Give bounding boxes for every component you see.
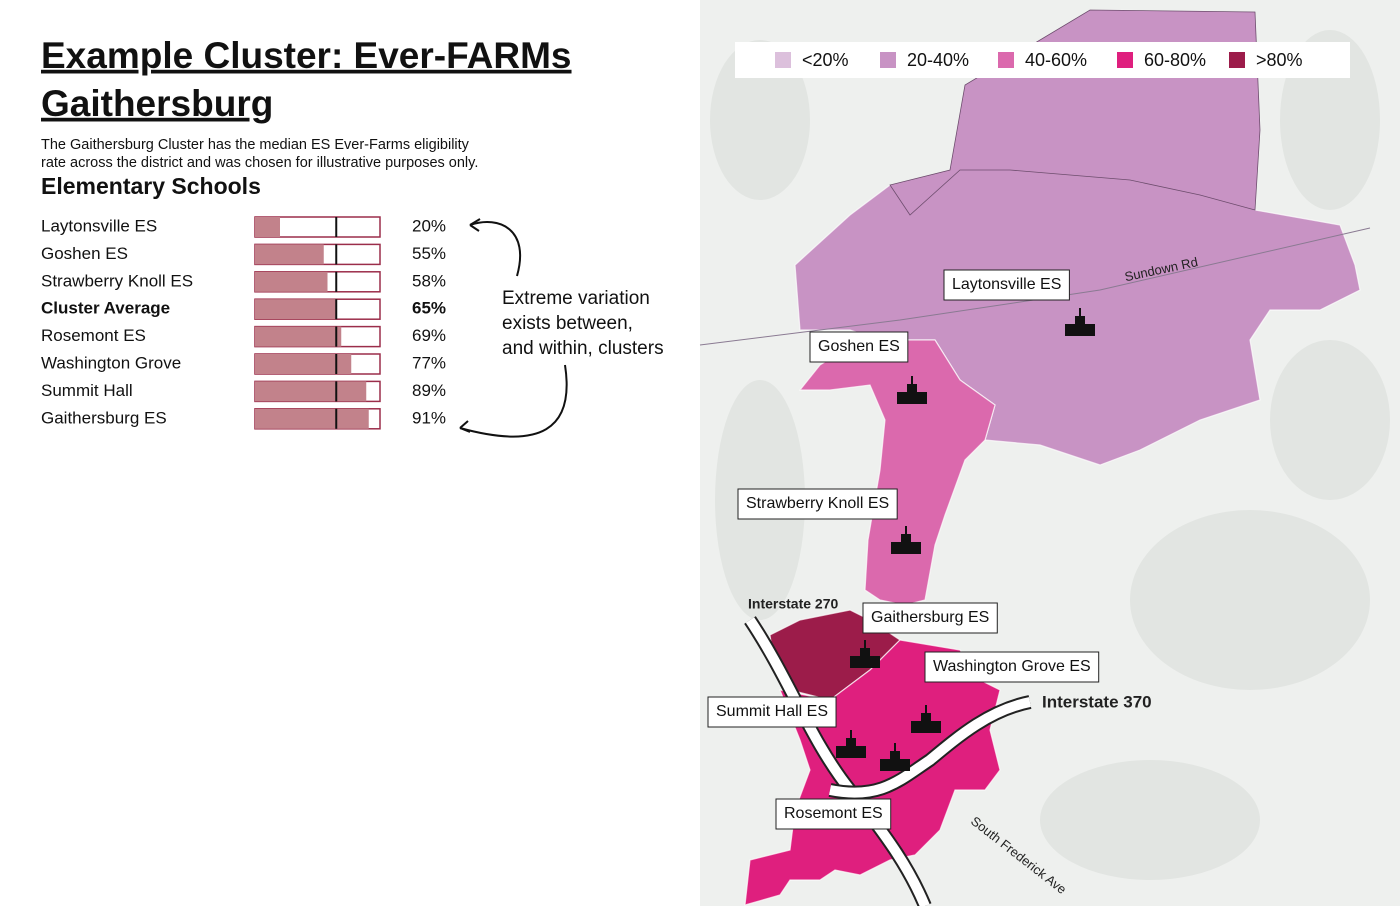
value-label: 20% (412, 216, 446, 235)
school-label: Strawberry Knoll ES (746, 495, 889, 512)
school-label: Laytonsville ES (952, 276, 1061, 293)
school-label-box (924, 651, 1100, 683)
school-label: Goshen ES (818, 338, 900, 355)
school-icon-top (907, 384, 917, 393)
value-label: 69% (412, 326, 446, 345)
bar (255, 244, 324, 265)
school-icon (911, 705, 941, 733)
school-icon-body (897, 392, 927, 404)
school-icon (880, 743, 910, 771)
school-icon-body (850, 656, 880, 668)
school-icon-top (846, 738, 856, 747)
bar (255, 408, 369, 429)
arrow-head (469, 218, 481, 232)
school-label-box (943, 269, 1070, 301)
school-label: Gaithersburg ES (871, 609, 989, 626)
bar (255, 381, 367, 402)
legend-box (735, 42, 1350, 78)
category-label: Cluster Average (41, 299, 170, 318)
value-label: 91% (412, 408, 446, 427)
school-label-box (862, 602, 998, 634)
school-icon-body (880, 759, 910, 771)
legend-label: <20% (802, 50, 849, 70)
category-label: Strawberry Knoll ES (41, 271, 193, 290)
annotation: Extreme variation (502, 288, 650, 309)
bar (255, 271, 328, 292)
school-label-box (707, 696, 837, 728)
annotation: exists between, (502, 313, 633, 334)
school-icon (891, 526, 921, 554)
category-label: Laytonsville ES (41, 216, 157, 235)
value-label: 65% (412, 299, 446, 318)
bar (255, 299, 337, 320)
school-label: Rosemont ES (784, 805, 883, 822)
school-icon-top (921, 713, 931, 722)
category-label: Summit Hall (41, 381, 133, 400)
school-label-box (775, 798, 892, 830)
value-label: 58% (412, 271, 446, 290)
school-label: Summit Hall ES (716, 703, 828, 720)
legend-swatch (998, 52, 1014, 68)
school-label-box (737, 488, 898, 520)
school-icon (850, 640, 880, 668)
annotation: and within, clusters (502, 338, 664, 359)
school-icon-body (1065, 324, 1095, 336)
school-icon (1065, 308, 1095, 336)
category-label: Rosemont ES (41, 326, 146, 345)
chart-title: Elementary Schools (41, 173, 261, 199)
legend-swatch (1229, 52, 1245, 68)
category-label: Washington Grove (41, 353, 181, 372)
school-icon-body (911, 721, 941, 733)
legend-label: 40-60% (1025, 50, 1087, 70)
value-label: 55% (412, 244, 446, 263)
arrow (469, 221, 522, 277)
value-label: 77% (412, 353, 446, 372)
arrow (459, 364, 568, 438)
school-icon-top (860, 648, 870, 657)
page-title: Example Cluster: Ever-FARMs (41, 35, 572, 76)
legend-swatch (1117, 52, 1133, 68)
description: The Gaithersburg Cluster has the median … (41, 137, 470, 153)
road-label: Interstate 270 (748, 596, 838, 612)
left-panel (0, 0, 700, 906)
map-texture (710, 30, 1390, 880)
legend-label: 20-40% (907, 50, 969, 70)
arrow-head (459, 420, 471, 433)
legend-swatch (880, 52, 896, 68)
legend-label: 60-80% (1144, 50, 1206, 70)
category-label: Goshen ES (41, 244, 128, 263)
bar (255, 354, 352, 374)
school-icon (897, 376, 927, 404)
school-label-box (809, 331, 909, 363)
value-label: 89% (412, 381, 446, 400)
description: rate across the district and was chosen … (41, 155, 478, 171)
school-icon-top (901, 534, 911, 543)
page-title: Gaithersburg (41, 83, 273, 124)
school-icon-body (836, 746, 866, 758)
category-label: Gaithersburg ES (41, 408, 167, 427)
school-icon-top (1075, 316, 1085, 325)
legend-swatch (775, 52, 791, 68)
highways (744, 616, 1032, 909)
road-label: Interstate 370 (1042, 692, 1152, 711)
school-icon (836, 730, 866, 758)
bar (255, 326, 342, 347)
bar (255, 217, 280, 237)
road-line (699, 227, 1371, 346)
legend-label: >80% (1256, 50, 1303, 70)
school-icon-body (891, 542, 921, 554)
school-icon-top (890, 751, 900, 760)
school-label: Washington Grove ES (933, 658, 1091, 675)
